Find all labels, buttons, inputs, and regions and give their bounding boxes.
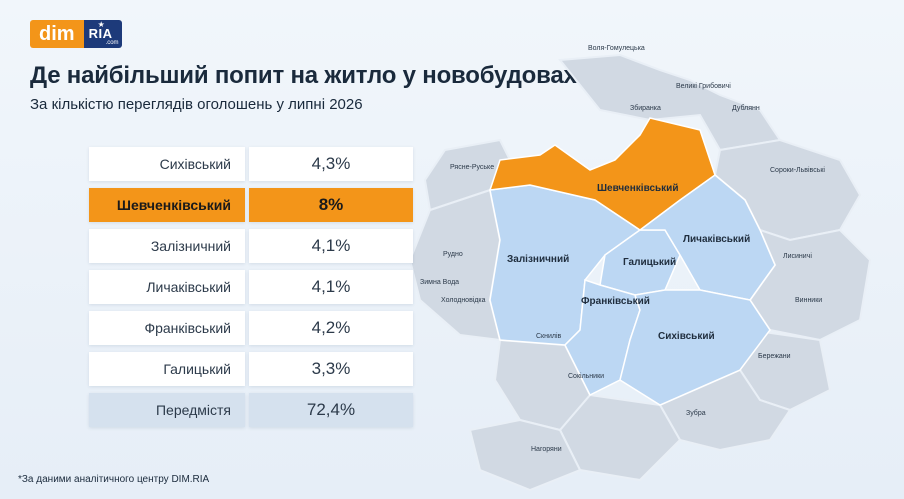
- district-share-table: Сихівський 4,3% Шевченківський 8% Залізн…: [89, 147, 413, 434]
- district-name: Личаківський: [89, 270, 245, 304]
- suburb-label: Дублянн: [732, 104, 760, 112]
- table-row: Франківський 4,2%: [89, 311, 413, 345]
- district-sykhivskyi: [619, 289, 771, 406]
- district-share-value: 4,3%: [249, 147, 413, 181]
- district-share-value: 72,4%: [249, 393, 413, 427]
- district-name: Сихівський: [89, 147, 245, 181]
- district-share-value: 4,1%: [249, 270, 413, 304]
- table-row: Галицький 3,3%: [89, 352, 413, 386]
- logo-dim: dim: [30, 20, 84, 48]
- district-name: Передмістя: [89, 393, 245, 427]
- map-label-frankivskyi: Франківський: [581, 296, 650, 307]
- page-title: Де найбільший попит на житло у новобудов…: [30, 62, 577, 89]
- map-label-shevchenkivskyi: Шевченківський: [597, 183, 678, 194]
- district-name: Галицький: [89, 352, 245, 386]
- district-name: Франківський: [89, 311, 245, 345]
- suburb-label: Холодновідка: [441, 296, 486, 304]
- district-share-value: 3,3%: [249, 352, 413, 386]
- map-label-zaliznychnyi: Залізничний: [507, 254, 569, 265]
- district-shevchenkivskyi: [488, 117, 716, 231]
- table-row-highlighted: Шевченківський 8%: [89, 188, 413, 222]
- district-share-value: 4,1%: [249, 229, 413, 263]
- logo-ria: ★ RIA .com: [83, 20, 122, 48]
- districts-layer: [488, 117, 776, 406]
- district-share-value: 4,2%: [249, 311, 413, 345]
- suburb-label: Лисиничі: [783, 252, 812, 260]
- suburb-area-west: [408, 188, 502, 342]
- map-label-sykhivskyi: Сихівський: [658, 331, 715, 342]
- logo-ria-domain: .com: [105, 40, 119, 46]
- suburbs-layer: [408, 53, 872, 492]
- suburb-label: Бережани: [758, 353, 791, 360]
- suburb-label: Нагоряни: [531, 446, 562, 453]
- suburb-label: Великі Грибовичі: [676, 82, 731, 90]
- suburb-label: Сороки-Львівські: [770, 166, 825, 174]
- logo-ria-text: RIA: [88, 26, 113, 41]
- suburb-label: Рудно: [443, 251, 463, 258]
- suburb-label: Воля-Гомулецька: [588, 45, 645, 52]
- suburb-label: Зимна Вода: [420, 279, 459, 286]
- map-label-lychakivskyi: Личаківський: [683, 234, 750, 245]
- suburb-label: Рясне-Руське: [450, 164, 494, 171]
- source-footnote: *За даними аналітичного центру DIM.RIA: [18, 474, 210, 485]
- table-row-suburbs: Передмістя 72,4%: [89, 393, 413, 427]
- district-share-value: 8%: [249, 188, 413, 222]
- suburb-label: Сокільники: [568, 372, 604, 380]
- suburb-area-east: [748, 228, 872, 342]
- suburb-area-southwest-far: [468, 418, 582, 492]
- brand-logo: dim ★ RIA .com: [30, 20, 122, 48]
- suburb-labels: Воля-Гомулецька Великі Грибовичі Збиранк…: [420, 45, 825, 453]
- suburb-label: Винники: [795, 297, 822, 304]
- district-name: Шевченківський: [89, 188, 245, 222]
- suburb-label: Зубра: [686, 409, 706, 417]
- suburb-label: Скнилів: [536, 332, 562, 340]
- map-label-halytskyi: Галицький: [623, 257, 676, 268]
- suburb-area-south-east: [658, 368, 792, 452]
- district-labels: Шевченківський Залізничний Галицький Лич…: [507, 183, 750, 342]
- table-row: Сихівський 4,3%: [89, 147, 413, 181]
- table-row: Личаківський 4,1%: [89, 270, 413, 304]
- suburb-area-north: [558, 53, 782, 152]
- district-name: Залізничний: [89, 229, 245, 263]
- table-row: Залізничний 4,1%: [89, 229, 413, 263]
- page-subtitle: За кількістю переглядів оголошень у липн…: [30, 96, 363, 113]
- star-icon: ★: [97, 20, 105, 29]
- suburb-label: Збиранка: [630, 104, 661, 112]
